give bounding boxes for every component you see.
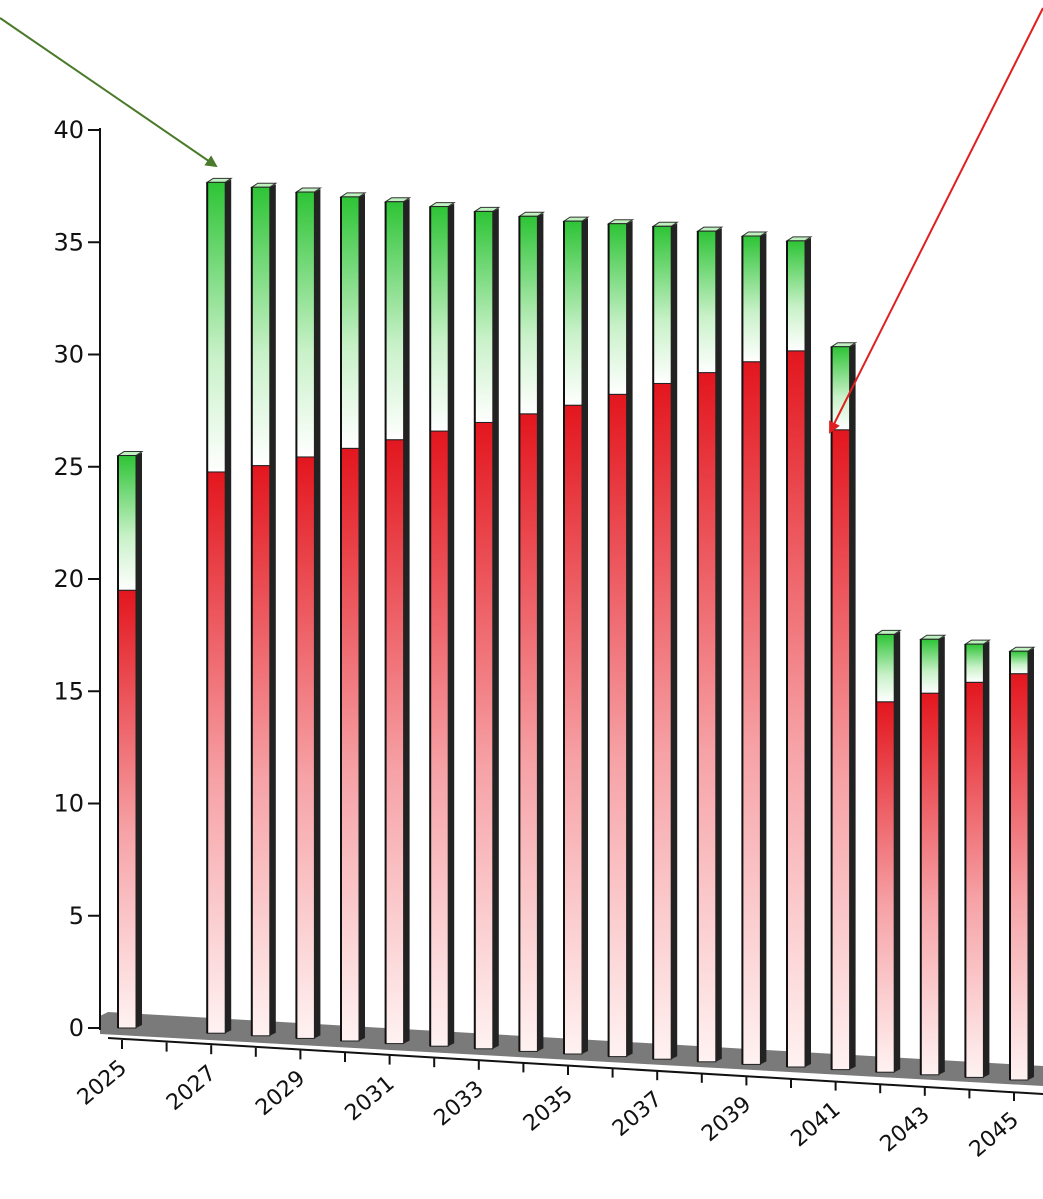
bar-green-2039 <box>741 235 761 363</box>
bar-red-2039 <box>741 361 761 1065</box>
y-tick-label: 35 <box>53 228 84 256</box>
x-tick-label: 2025 <box>73 1055 132 1110</box>
y-tick-label: 30 <box>53 341 84 369</box>
bar-green-2044 <box>964 643 984 683</box>
bar-side <box>403 198 410 1044</box>
bar-red-2029 <box>295 456 315 1039</box>
x-tick-label: 2037 <box>608 1087 667 1142</box>
bar-red-2028 <box>251 465 271 1037</box>
y-axis: 0 5 10 15 20 25 30 35 40 <box>53 116 101 1042</box>
x-tick-label: 2045 <box>965 1107 1024 1162</box>
y-tick-label: 40 <box>53 116 84 144</box>
bar-side <box>849 343 856 1070</box>
x-axis-line <box>107 1037 1043 1095</box>
bar-red-2025 <box>117 589 137 1029</box>
bar-red-2045 <box>1009 673 1029 1081</box>
y-tick-label: 5 <box>69 902 84 930</box>
x-tick-label: 2033 <box>430 1076 489 1131</box>
bars-group <box>116 177 1036 1081</box>
y-tick-label: 0 <box>69 1014 84 1042</box>
bar-red-2032 <box>429 430 449 1047</box>
y-tick-label: 15 <box>53 677 84 705</box>
x-tick-label: 2039 <box>697 1092 756 1147</box>
bar-red-2037 <box>652 382 672 1060</box>
bar-red-2042 <box>875 701 895 1073</box>
bar-side <box>537 213 544 1052</box>
bar-green-2040 <box>786 240 806 352</box>
bar-red-2035 <box>563 404 583 1055</box>
bar-red-2041 <box>831 429 851 1071</box>
bar-side <box>492 208 499 1049</box>
bar-green-2033 <box>474 210 494 423</box>
bar-side <box>359 193 365 1041</box>
bar-green-2041 <box>831 346 851 431</box>
bar-side <box>671 223 678 1060</box>
bar-side <box>938 636 945 1075</box>
bar-red-2040 <box>786 350 806 1068</box>
bar-green-2043 <box>920 638 940 694</box>
bar-green-2042 <box>875 633 895 703</box>
bar-side <box>269 184 276 1036</box>
bar-green-2032 <box>429 206 449 432</box>
bar-red-2043 <box>920 692 940 1076</box>
bar-red-2027 <box>206 471 226 1034</box>
bar-green-2045 <box>1009 650 1029 675</box>
bar-side <box>225 179 232 1034</box>
bar-side <box>448 203 455 1047</box>
x-tick-label: 2027 <box>162 1061 221 1116</box>
red-arrow-annotation <box>829 7 1043 434</box>
x-tick-label: 2043 <box>876 1102 935 1157</box>
x-tick-label: 2041 <box>786 1097 845 1152</box>
bar-green-2037 <box>652 225 672 384</box>
bar-side <box>805 237 811 1068</box>
bar-green-2028 <box>251 186 271 467</box>
bar-red-2036 <box>608 393 628 1058</box>
bar-side <box>715 228 722 1062</box>
bar-green-2034 <box>518 215 538 415</box>
bar-side <box>582 218 588 1055</box>
bar-side <box>983 641 990 1078</box>
bar-red-2030 <box>340 447 360 1042</box>
bar-red-2034 <box>518 413 538 1052</box>
bar-green-2030 <box>340 196 360 449</box>
bar-green-2027 <box>206 181 226 473</box>
green-arrow-annotation <box>0 17 218 168</box>
bar-green-2038 <box>697 230 717 374</box>
bar-green-2035 <box>563 220 583 406</box>
bar-side <box>314 189 321 1039</box>
bar-red-2038 <box>697 372 717 1063</box>
bar-green-2036 <box>608 223 628 395</box>
y-tick-label: 10 <box>53 790 84 818</box>
bar-side <box>760 232 767 1065</box>
bar-side <box>894 631 901 1073</box>
annotations <box>0 7 1043 434</box>
bar-green-2029 <box>295 191 315 458</box>
bar-green-2031 <box>385 201 405 441</box>
x-tick-label: 2031 <box>340 1071 399 1126</box>
bar-red-2033 <box>474 421 494 1050</box>
x-tick-label: 2029 <box>251 1066 310 1121</box>
bar-side <box>136 452 142 1028</box>
bar-red-2044 <box>964 681 984 1078</box>
bar-side <box>1028 648 1034 1080</box>
y-tick-label: 25 <box>53 453 84 481</box>
bar-side <box>626 220 633 1057</box>
x-tick-label: 2035 <box>519 1081 578 1136</box>
bar-green-2025 <box>117 455 137 591</box>
y-tick-label: 20 <box>53 565 84 593</box>
bar-red-2031 <box>385 439 405 1045</box>
